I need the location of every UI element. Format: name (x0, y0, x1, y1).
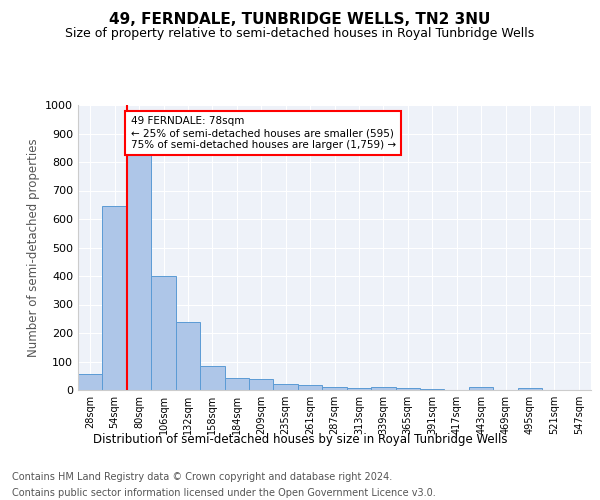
Bar (224, 378, 249, 390)
Bar (469, 387, 493, 390)
Text: 49 FERNDALE: 78sqm
← 25% of semi-detached houses are smaller (595)
75% of semi-d: 49 FERNDALE: 78sqm ← 25% of semi-detache… (131, 116, 395, 150)
Bar (420, 389, 445, 390)
Bar (395, 388, 420, 390)
Text: Contains public sector information licensed under the Open Government Licence v3: Contains public sector information licen… (12, 488, 436, 498)
Bar (298, 386, 322, 390)
Bar (249, 379, 274, 390)
Bar (127, 155, 151, 390)
Bar (103, 206, 127, 390)
Bar (371, 387, 395, 390)
Bar (151, 276, 176, 390)
Y-axis label: Number of semi-detached properties: Number of semi-detached properties (26, 138, 40, 357)
Bar (322, 387, 347, 390)
Bar (78, 374, 103, 390)
Text: 49, FERNDALE, TUNBRIDGE WELLS, TN2 3NU: 49, FERNDALE, TUNBRIDGE WELLS, TN2 3NU (109, 12, 491, 28)
Bar (347, 388, 371, 390)
Text: Size of property relative to semi-detached houses in Royal Tunbridge Wells: Size of property relative to semi-detach… (65, 28, 535, 40)
Bar (176, 322, 200, 390)
Bar (518, 388, 542, 390)
Text: Contains HM Land Registry data © Crown copyright and database right 2024.: Contains HM Land Registry data © Crown c… (12, 472, 392, 482)
Bar (274, 384, 298, 390)
Text: Distribution of semi-detached houses by size in Royal Tunbridge Wells: Distribution of semi-detached houses by … (93, 432, 507, 446)
Bar (200, 366, 224, 390)
